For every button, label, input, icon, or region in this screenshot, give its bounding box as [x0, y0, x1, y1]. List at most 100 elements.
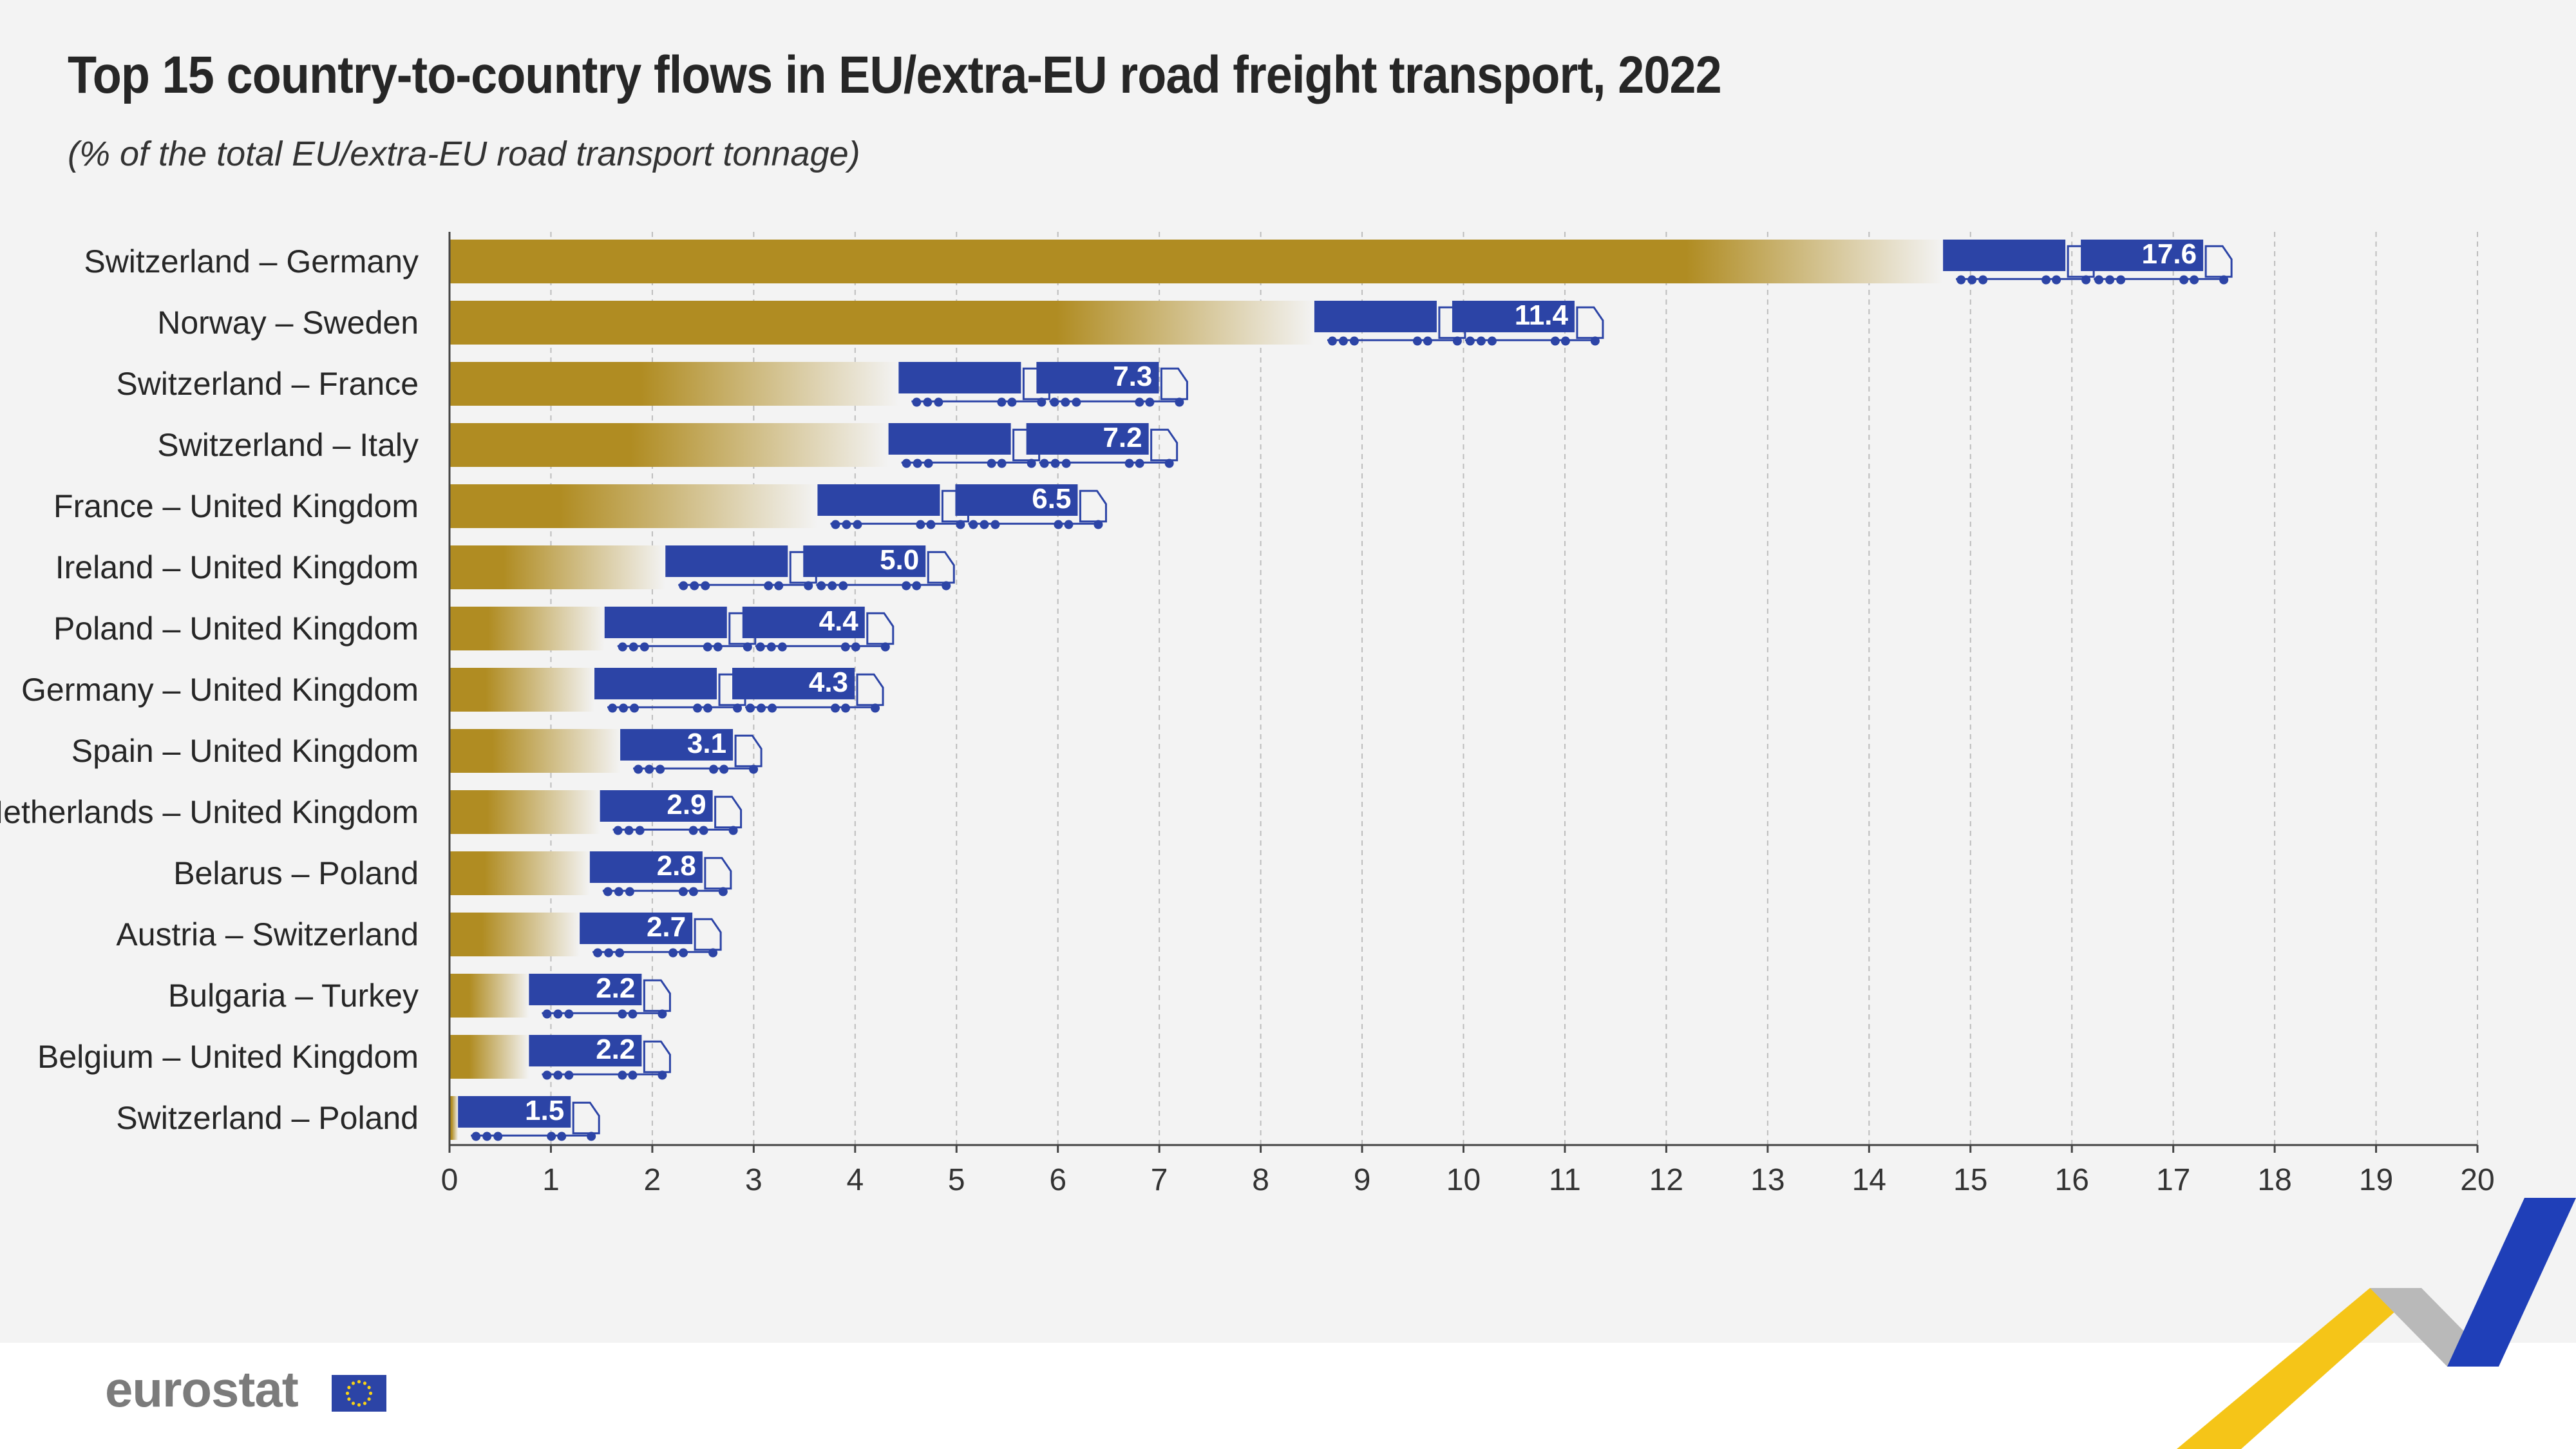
flag-star-icon	[357, 1403, 361, 1407]
truck-wheel	[471, 1132, 481, 1141]
bar	[450, 607, 605, 650]
flag-star-icon	[363, 1401, 367, 1405]
data-label: 5.0	[880, 544, 919, 576]
bar-row: 3.1	[450, 728, 762, 774]
truck-wheel	[1338, 336, 1348, 346]
truck-wheel	[645, 764, 654, 774]
truck-wheel	[969, 520, 978, 529]
category-label: Germany – United Kingdom	[21, 672, 419, 708]
truck-wheel	[630, 703, 639, 713]
truck-wheel	[1064, 520, 1074, 529]
truck-wheel	[1027, 459, 1036, 468]
bar	[450, 362, 899, 406]
truck-trailer	[888, 423, 1011, 455]
truck-wheel	[603, 887, 612, 896]
truck-wheel	[757, 703, 766, 713]
bar	[450, 974, 529, 1018]
truck-wheel	[746, 703, 755, 713]
truck-trailer	[898, 362, 1021, 393]
truck-trailer	[1943, 240, 2066, 271]
truck-trailer	[620, 729, 734, 761]
bar-row: 7.3	[450, 361, 1188, 407]
bar	[450, 913, 580, 956]
x-tick-label: 7	[1151, 1163, 1168, 1197]
truck-wheel	[618, 1009, 627, 1019]
truck-cab	[1150, 428, 1179, 462]
truck-wheel	[1412, 336, 1422, 346]
truck-wheel	[1349, 336, 1359, 346]
flag-star-icon	[351, 1381, 355, 1385]
data-label: 11.4	[1515, 299, 1569, 331]
truck-wheel	[709, 764, 719, 774]
truck-wheel	[557, 1132, 567, 1141]
x-tick-label: 8	[1252, 1163, 1269, 1197]
truck-wheel	[2041, 275, 2051, 285]
truck-wheel	[564, 1070, 574, 1080]
truck-wheel	[1050, 459, 1060, 468]
bar-row: 2.2	[450, 1034, 671, 1080]
eurostat-logo: eurostat	[105, 1361, 299, 1417]
truck-wheel	[831, 520, 840, 529]
truck-wheel	[851, 642, 860, 652]
truck-wheel	[679, 948, 688, 958]
truck-trailer	[955, 484, 1078, 516]
bar-row: 6.5	[450, 483, 1107, 529]
bar	[450, 729, 621, 773]
truck-wheel	[926, 520, 936, 529]
truck-cab	[2204, 245, 2233, 278]
truck-trailer	[529, 1035, 642, 1066]
flag-star-icon	[367, 1385, 371, 1390]
bars: 17.6 11.4 7.3 7.2 6.5 5.0 4.4 4.3 3.1 2.9 2.8 2.7 2.…	[450, 238, 2233, 1141]
truck-wheel	[902, 459, 911, 468]
category-label: Austria – Switzerland	[116, 916, 419, 952]
data-label: 3.1	[687, 728, 726, 759]
flag-star-icon	[368, 1391, 373, 1396]
truck-cab	[714, 795, 743, 829]
truck-wheel	[1327, 336, 1337, 346]
truck-wheel	[1423, 336, 1432, 346]
ribbon-yellow	[2177, 1288, 2421, 1449]
truck-cab	[704, 857, 732, 890]
truck-wheel	[1175, 397, 1184, 407]
truck-wheel	[2179, 275, 2189, 285]
truck-wheel	[1061, 397, 1070, 407]
truck-wheel	[912, 581, 922, 591]
flag-star-icon	[347, 1385, 351, 1390]
truck-wheel	[768, 703, 777, 713]
truck-wheel	[840, 642, 850, 652]
truck-wheel	[980, 520, 989, 529]
truck-wheel	[913, 459, 922, 468]
truck-trailer	[803, 545, 926, 577]
x-tick-label: 3	[745, 1163, 762, 1197]
bar-row: 1.5	[450, 1095, 600, 1141]
truck-trailer	[1036, 362, 1159, 393]
truck-wheel	[934, 397, 943, 407]
bar	[450, 668, 595, 712]
truck-wheel	[615, 948, 625, 958]
truck-trailer	[600, 790, 713, 822]
truck-wheel	[764, 581, 773, 591]
data-label: 2.7	[647, 911, 686, 943]
truck-wheel	[1590, 336, 1600, 346]
x-tick-label: 18	[2257, 1163, 2291, 1197]
truck-wheel	[880, 642, 890, 652]
truck-wheel	[679, 581, 688, 591]
truck-wheel	[699, 826, 708, 835]
truck-wheel	[2116, 275, 2126, 285]
truck-trailer	[665, 545, 788, 577]
bar	[450, 1035, 529, 1079]
truck-wheel	[708, 948, 718, 958]
data-label: 17.6	[2141, 238, 2197, 270]
truck-wheel	[997, 459, 1007, 468]
truck-wheel	[553, 1009, 563, 1019]
x-tick-label: 14	[1852, 1163, 1886, 1197]
truck-wheel	[658, 1070, 667, 1080]
category-label: Switzerland – Italy	[157, 427, 419, 463]
bar-row: 7.2	[450, 422, 1179, 468]
truck-wheel	[564, 1009, 574, 1019]
truck-wheel	[777, 642, 787, 652]
truck-wheel	[1967, 275, 1977, 285]
truck-wheel	[624, 826, 634, 835]
truck-wheel	[1560, 336, 1570, 346]
bar-row: 11.4	[450, 299, 1604, 346]
